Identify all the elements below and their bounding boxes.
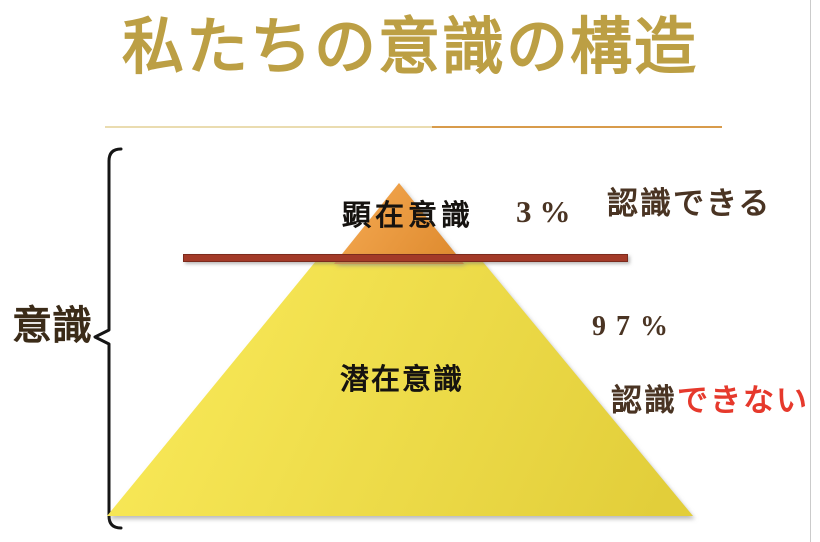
unrecognizable-note-prefix: 認識	[611, 383, 677, 418]
title-underline-right-segment	[432, 126, 722, 128]
subconscious-mind-label: 潜在意識	[339, 364, 464, 396]
subconscious-percentage: 97%	[592, 311, 678, 342]
slide-right-border	[810, 0, 811, 542]
recognizable-note: 認識できる	[607, 186, 772, 221]
title-underline-left-segment	[105, 126, 432, 128]
unrecognizable-note: 認識できない	[611, 383, 809, 418]
conscious-percentage: 3%	[516, 194, 579, 229]
conscious-mind-label: 顕在意識	[341, 200, 474, 232]
subconscious-pyramid-section	[107, 256, 693, 516]
page-title: 私たちの意識の構造	[121, 14, 698, 82]
title-underline	[105, 126, 722, 128]
left-brace-shape	[93, 147, 123, 530]
unrecognizable-note-highlight: できない	[677, 383, 809, 418]
conscious-pyramid-section	[334, 183, 464, 264]
pyramid-divider-bar	[183, 254, 628, 262]
consciousness-bracket-label: 意識	[12, 303, 92, 348]
